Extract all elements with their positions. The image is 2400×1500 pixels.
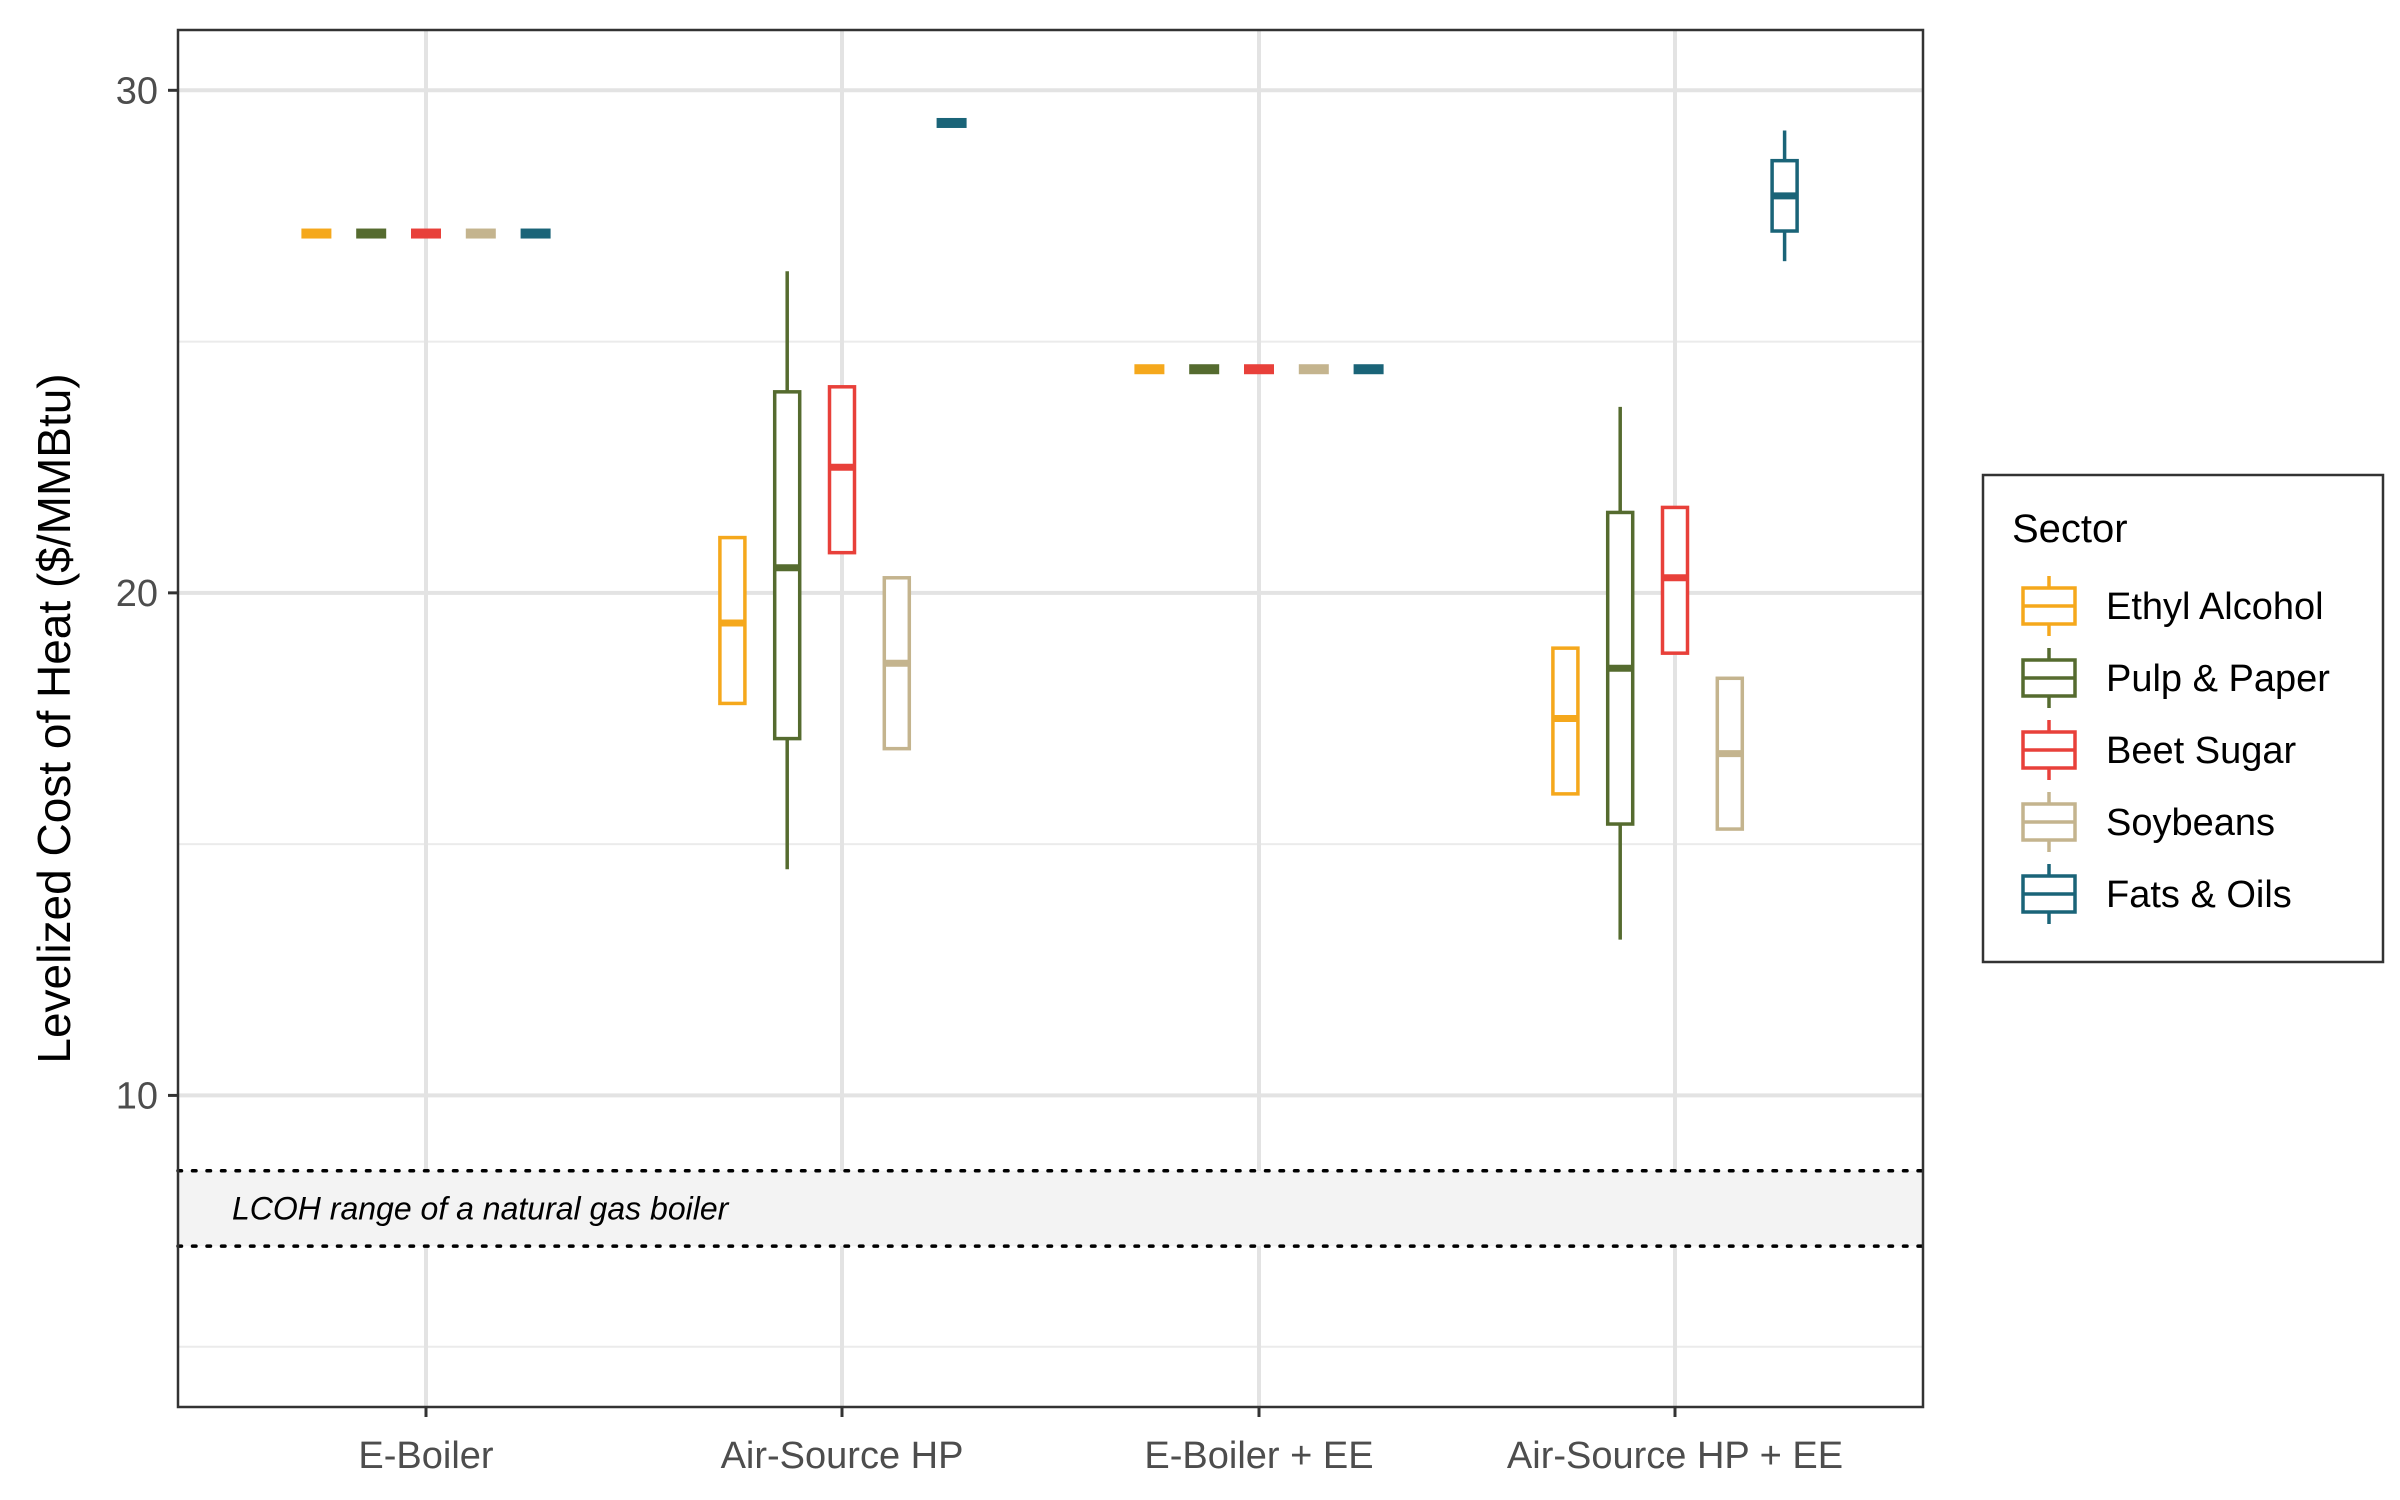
box-beet-sugar-2 [827,385,857,555]
box-soybeans-1 [465,228,496,239]
box-fats-oils-1 [520,228,551,239]
box-flat-mark [1244,364,1274,375]
legend-item-fats-oils: Fats & Oils [2021,864,2292,924]
y-axis-title: Levelized Cost of Heat ($/MMBtu) [28,373,80,1063]
box-ethyl-alcohol-4 [1551,646,1580,796]
box-flat-mark [1353,364,1384,375]
legend-label: Pulp & Paper [2106,658,2330,700]
x-tick-label: Air-Source HP + EE [1507,1435,1843,1477]
box-ethyl-alcohol-2 [718,535,747,706]
box-flat-mark [411,228,441,239]
box-flat-mark [301,228,332,239]
x-tick-label: Air-Source HP [721,1435,964,1477]
box-flat-mark [1298,364,1329,375]
legend-label: Soybeans [2106,802,2275,844]
legend-title: Sector [2012,507,2128,551]
box-pulp-paper-4 [1605,406,1635,940]
box-flat-mark [1134,364,1165,375]
plot-panel-border [176,28,1925,1409]
box-flat-mark [356,228,387,239]
legend-label: Ethyl Alcohol [2106,586,2324,628]
box-flat-mark [1189,364,1220,375]
box-soybeans-2 [882,576,912,751]
y-tick-label: 10 [116,1075,158,1117]
box-flat-mark [465,228,496,239]
box-pulp-paper-2 [772,271,802,870]
box-ethyl-alcohol-3 [1134,364,1165,375]
y-tick-label: 20 [116,573,158,615]
box-beet-sugar-3 [1244,364,1274,375]
box-beet-sugar-1 [411,228,441,239]
box-fats-oils-2 [936,117,967,128]
legend-label: Fats & Oils [2106,874,2292,916]
reference-band [178,1170,1923,1247]
x-tick-label: E-Boiler [358,1435,493,1477]
legend-item-beet-sugar: Beet Sugar [2021,720,2296,780]
box-flat-mark [936,117,967,128]
legend-label: Beet Sugar [2106,730,2296,772]
legend-item-ethyl-alcohol: Ethyl Alcohol [2021,576,2324,636]
reference-band-label: LCOH range of a natural gas boiler [232,1190,730,1226]
legend-item-pulp-paper: Pulp & Paper [2021,648,2330,708]
box-flat-mark [520,228,551,239]
box-pulp-paper-1 [356,228,387,239]
box-pulp-paper-3 [1189,364,1220,375]
box-soybeans-3 [1298,364,1329,375]
legend-item-soybeans: Soybeans [2021,792,2275,852]
box-ethyl-alcohol-1 [301,228,332,239]
x-tick-label: E-Boiler + EE [1144,1435,1373,1477]
y-tick-label: 30 [116,70,158,112]
box-fats-oils-3 [1353,364,1384,375]
box-beet-sugar-4 [1660,505,1690,655]
box-fats-oils-4 [1770,130,1799,262]
box-soybeans-4 [1715,676,1745,831]
